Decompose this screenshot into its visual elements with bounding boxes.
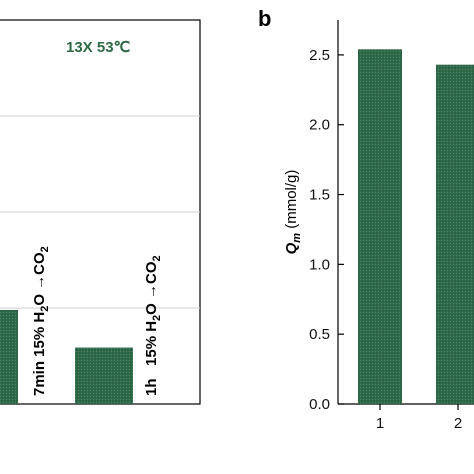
panel-b-y-ticks: 0.0 0.5 1.0 1.5 2.0 2.5	[309, 47, 344, 413]
ylabel-sub: m	[291, 233, 303, 243]
panel-b-y-tick-label-3: 1.5	[309, 187, 330, 204]
panel-b-letter: b	[258, 6, 271, 31]
panel-b-bar-1	[358, 49, 402, 404]
panel-a-bar-1	[0, 309, 18, 404]
panel-a-bars	[0, 309, 133, 404]
panel-b-y-axis-label: Qm (mmol/g)	[283, 170, 303, 255]
label-1-mid: O →CO	[31, 252, 48, 306]
panel-b-x-tick-label-2: 2	[454, 415, 462, 432]
panel-b-bars	[358, 49, 474, 404]
panel-a-grid	[0, 115, 200, 309]
panel-a-annotation: 13X 53℃	[66, 39, 131, 56]
label-1-sub1: 2	[39, 306, 51, 312]
panel-a-bar-2	[75, 347, 133, 404]
panel-a-bar-label-2: 1h 15% H2O →CO2	[143, 255, 163, 396]
ylabel-unit: (mmol/g)	[283, 170, 300, 233]
label-2-sub2: 2	[151, 255, 163, 261]
label-2-mid: O →CO	[143, 261, 160, 315]
panel-b-y-tick-label-0: 0.0	[309, 396, 330, 413]
panel-a-bar-label-1: 7min 15% H2O →CO2	[31, 246, 51, 396]
label-1-lead: 7min 15% H	[31, 312, 48, 396]
label-2-sub1: 2	[151, 315, 163, 321]
ylabel-main: Q	[283, 242, 300, 254]
panel-b-bar-2	[436, 64, 474, 404]
panel-b-y-tick-label-4: 2.0	[309, 117, 330, 134]
panel-b-x-tick-label-1: 1	[376, 415, 384, 432]
label-1-sub2: 2	[39, 246, 51, 252]
panel-b-y-tick-label-1: 0.5	[309, 326, 330, 343]
panel-b-y-tick-label-5: 2.5	[309, 47, 330, 64]
label-2-lead: 1h 15% H	[143, 321, 160, 396]
panel-b-y-tick-label-2: 1.0	[309, 256, 330, 273]
panel-a: 13X 53℃ 7min 15% H2O →CO2 1h 15% H2O →CO…	[0, 19, 201, 405]
